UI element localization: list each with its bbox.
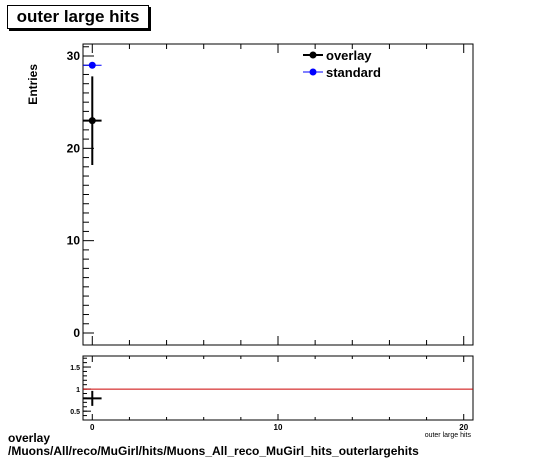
chart-title: outer large hits (7, 5, 149, 29)
legend-label: standard (326, 65, 381, 80)
y-tick-label: 0 (73, 326, 80, 340)
y-tick-label: 30 (67, 49, 81, 63)
legend: overlay standard (303, 48, 381, 80)
ratio-axis-ticks: 0.5 1 1.5 0 10 20 (70, 356, 473, 432)
footer-line-2: /Muons/All/reco/MuGirl/hits/Muons_All_re… (8, 444, 419, 458)
ratio-y-tick-label: 1 (76, 387, 80, 394)
legend-marker (309, 51, 317, 59)
ratio-y-tick-label: 0.5 (70, 409, 80, 416)
footer-caption: overlay /Muons/All/reco/MuGirl/hits/Muon… (8, 432, 419, 458)
x-tick-label: 10 (274, 423, 283, 432)
y-tick-label: 10 (67, 234, 81, 248)
data-marks (83, 61, 102, 406)
ratio-plot-frame (82, 355, 474, 421)
x-axis-label: outer large hits (425, 432, 472, 439)
y-tick-label: 20 (67, 141, 81, 155)
footer-line-1: overlay (8, 431, 51, 445)
main-plot-frame (82, 43, 474, 346)
data-point (88, 61, 96, 69)
data-point (88, 117, 96, 125)
ratio-y-tick-label: 1.5 (70, 365, 80, 372)
main-axis-ticks: 0 10 20 30 (67, 44, 465, 345)
legend-marker (309, 68, 317, 76)
x-tick-label: 0 (90, 423, 95, 432)
y-axis-label: Entries (26, 64, 40, 105)
x-tick-label: 20 (459, 423, 468, 432)
legend-label: overlay (326, 48, 372, 63)
